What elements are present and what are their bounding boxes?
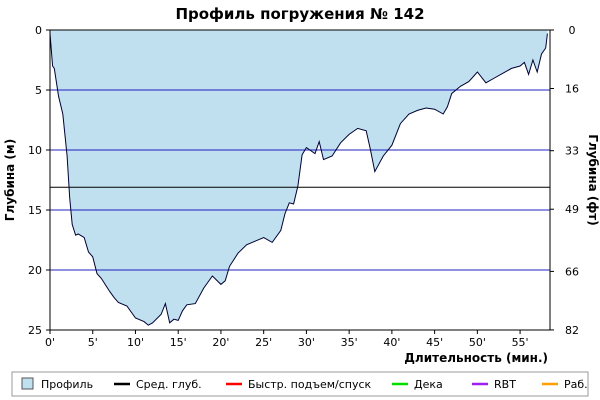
y-left-tick-label: 10 [28,144,42,157]
y-right-tick-label: 82 [565,324,579,337]
x-tick-label: 5' [88,336,98,349]
y-right-tick-label: 16 [565,83,579,96]
y-left-tick-label: 0 [35,24,42,37]
plot-border [49,29,551,331]
plot-frame [49,29,551,331]
legend-frame [11,371,589,397]
profile-line [49,33,548,326]
legend-label: Раб. [564,378,588,391]
x-tick-label: 0' [45,336,55,349]
x-axis-title: Длительность (мин.) [404,351,548,365]
x-tick-label: 45' [426,336,443,349]
y-left-tick-label: 5 [35,84,42,97]
x-tick-label: 50' [469,336,486,349]
y-right-tick-label: 0 [569,24,576,37]
y-axis-right-ticks: 0 16 33 49 66 82 [550,24,579,337]
x-tick-label: 40' [383,336,400,349]
legend: Профиль Сред. глуб. Быстр. подъем/спуск Дек… [11,371,589,397]
profile-outline-layer [49,33,548,326]
y-left-tick-label: 15 [28,204,42,217]
legend-label: Профиль [41,378,93,391]
legend-label: Сред. глуб. [136,378,202,391]
y-axis-left-ticks: 0 5 10 15 20 25 [28,24,50,337]
legend-swatch-profile [21,377,34,390]
legend-label: Дека [414,378,443,391]
y-left-tick-label: 25 [28,324,42,337]
x-tick-label: 55' [512,336,529,349]
x-tick-label: 30' [298,336,315,349]
y-right-tick-label: 66 [565,265,579,278]
y-right-tick-label: 33 [565,145,579,158]
y-left-tick-label: 20 [28,264,42,277]
x-axis-ticks: 0' 5' 10' 15' 20' 25' 30' 35' 40' 45' 50' 55' [45,330,529,349]
x-tick-label: 35' [341,336,358,349]
x-tick-label: 25' [255,336,272,349]
legend-label: RBT [494,378,516,391]
legend-label: Быстр. подъем/спуск [248,378,372,391]
x-tick-label: 10' [127,336,144,349]
y-right-tick-label: 49 [565,203,579,216]
y-axis-right-title: Глубина (фт) [586,134,600,225]
x-tick-label: 20' [212,336,229,349]
grid-layer [50,89,550,271]
chart-title: Профиль погружения № 142 [175,5,424,23]
x-tick-label: 15' [170,336,187,349]
y-axis-left-title: Глубина (м) [3,139,17,221]
